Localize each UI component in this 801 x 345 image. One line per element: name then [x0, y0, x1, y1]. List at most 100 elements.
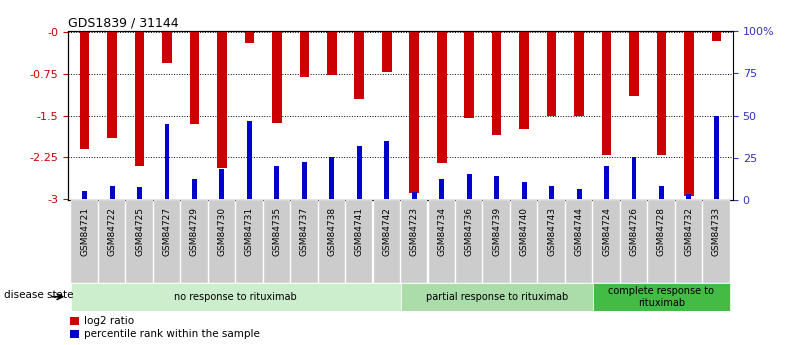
Bar: [154, 200, 180, 283]
Text: GSM84734: GSM84734: [437, 207, 446, 256]
Text: GSM84726: GSM84726: [630, 207, 638, 256]
Bar: [70, 317, 79, 325]
Text: GSM84729: GSM84729: [190, 207, 199, 256]
Bar: [484, 200, 510, 283]
Bar: [162, 32, 171, 63]
Bar: [110, 186, 115, 199]
Bar: [99, 200, 125, 283]
Bar: [164, 124, 170, 199]
Bar: [602, 32, 611, 155]
Bar: [329, 157, 334, 199]
Text: log2 ratio: log2 ratio: [84, 316, 134, 326]
Bar: [703, 200, 730, 283]
Bar: [631, 157, 637, 199]
Text: GSM84735: GSM84735: [272, 207, 281, 256]
Bar: [217, 32, 227, 168]
Text: GSM84723: GSM84723: [410, 207, 419, 256]
Text: percentile rank within the sample: percentile rank within the sample: [84, 329, 260, 339]
Bar: [465, 32, 474, 118]
Bar: [244, 32, 254, 43]
Bar: [127, 200, 153, 283]
Text: GSM84737: GSM84737: [300, 207, 309, 256]
Text: GSM84732: GSM84732: [685, 207, 694, 256]
Text: GSM84731: GSM84731: [245, 207, 254, 256]
Text: GSM84725: GSM84725: [135, 207, 144, 256]
Bar: [247, 121, 252, 199]
Text: no response to rituximab: no response to rituximab: [175, 292, 297, 302]
Bar: [648, 200, 674, 283]
Bar: [676, 200, 702, 283]
Bar: [327, 32, 336, 75]
Text: GSM84730: GSM84730: [217, 207, 227, 256]
Bar: [384, 141, 389, 199]
Bar: [684, 32, 694, 196]
Bar: [511, 200, 537, 283]
Bar: [272, 32, 282, 123]
Text: GSM84741: GSM84741: [355, 207, 364, 256]
Bar: [574, 32, 584, 116]
Bar: [319, 200, 345, 283]
Bar: [401, 200, 428, 283]
Bar: [492, 32, 501, 135]
Text: GSM84721: GSM84721: [80, 207, 89, 256]
Bar: [300, 32, 309, 77]
Bar: [71, 200, 98, 283]
Bar: [302, 162, 307, 199]
Bar: [275, 166, 280, 199]
Bar: [209, 200, 235, 283]
Text: GSM84728: GSM84728: [657, 207, 666, 256]
Bar: [192, 179, 197, 199]
Text: GSM84742: GSM84742: [382, 207, 391, 256]
Bar: [355, 32, 364, 99]
Text: GSM84744: GSM84744: [574, 207, 584, 256]
Bar: [264, 200, 290, 283]
Bar: [566, 200, 592, 283]
Bar: [593, 283, 731, 310]
Text: GSM84733: GSM84733: [712, 207, 721, 256]
Text: GSM84727: GSM84727: [163, 207, 171, 256]
Bar: [190, 32, 199, 124]
Bar: [519, 32, 529, 129]
Bar: [621, 200, 647, 283]
Text: GSM84722: GSM84722: [107, 207, 116, 256]
Text: partial response to rituximab: partial response to rituximab: [425, 292, 568, 302]
Bar: [437, 32, 446, 163]
Text: GSM84739: GSM84739: [492, 207, 501, 256]
Bar: [711, 32, 721, 40]
Bar: [714, 116, 719, 199]
Bar: [456, 200, 482, 283]
Bar: [400, 283, 593, 310]
Bar: [538, 200, 565, 283]
Bar: [657, 32, 666, 155]
Bar: [439, 179, 445, 199]
Bar: [659, 186, 664, 199]
Bar: [686, 194, 691, 199]
Bar: [70, 330, 79, 338]
Text: GSM84736: GSM84736: [465, 207, 473, 256]
Bar: [356, 146, 362, 199]
Bar: [135, 32, 144, 166]
Text: GSM84743: GSM84743: [547, 207, 556, 256]
Bar: [429, 200, 455, 283]
Bar: [70, 283, 400, 310]
Bar: [82, 191, 87, 199]
Bar: [219, 169, 224, 199]
Bar: [594, 200, 620, 283]
Bar: [236, 200, 263, 283]
Bar: [409, 32, 419, 194]
Text: complete response to
rituximab: complete response to rituximab: [609, 286, 714, 307]
Bar: [549, 186, 554, 199]
Bar: [547, 32, 557, 116]
Bar: [494, 176, 499, 199]
Bar: [467, 174, 472, 199]
Text: GSM84738: GSM84738: [328, 207, 336, 256]
Bar: [291, 200, 317, 283]
Bar: [107, 32, 117, 138]
Bar: [382, 32, 392, 72]
Bar: [521, 182, 526, 199]
Bar: [630, 32, 639, 96]
Bar: [412, 192, 417, 199]
Bar: [604, 166, 609, 199]
Text: GSM84724: GSM84724: [602, 207, 611, 256]
Bar: [137, 187, 142, 199]
